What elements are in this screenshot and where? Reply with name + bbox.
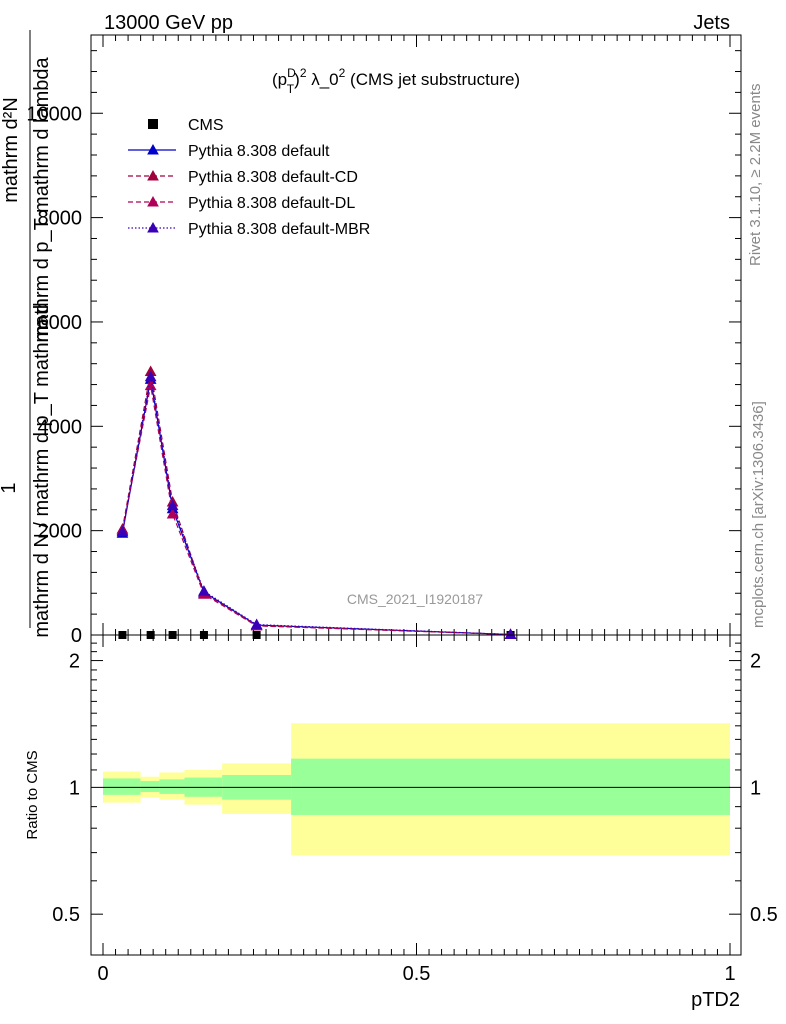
legend-entry-label: Pythia 8.308 default-CD (188, 169, 358, 186)
ratio-ytick-label: 2 (69, 651, 80, 673)
main-ytick-label: 6000 (38, 312, 83, 334)
ylabel-denominator: mathrm d N / mathrm d p_T mathrm d (31, 302, 53, 637)
chart-title: (pD T)2 λ_02 (CMS jet substructure) (272, 66, 520, 96)
legend: CMS Pythia 8.308 default Pythia 8.308 defa… (128, 117, 370, 238)
analysis-watermark: CMS_2021_I1920187 (347, 591, 483, 607)
ratio-ytick-label: 0.5 (52, 904, 80, 926)
ylabel-right-denominator: mathrm d p_T mathrm d lambda (31, 56, 53, 342)
main-y-axis: 0 2000 4000 6000 8000 10000 (26, 50, 741, 647)
legend-entry-label: Pythia 8.308 default-MBR (188, 221, 370, 238)
mc-series-point (504, 628, 517, 639)
ratio-bands (103, 723, 730, 856)
ratio-ytick-label-right: 0.5 (750, 904, 778, 926)
main-ylabel: 1 mathrm d N / mathrm d p_T mathrm d mat… (0, 30, 53, 638)
xtick-label: 0 (97, 963, 108, 985)
ylabel-numerator: 1 (0, 482, 20, 493)
ratio-band-inner (103, 778, 141, 795)
mc-series-point (166, 499, 179, 511)
ratio-y-axis: 0.5 0.5 1 1 2 2 (52, 642, 778, 926)
legend-entry-label: Pythia 8.308 default (188, 143, 330, 160)
mc-series-point (250, 618, 263, 630)
ratio-band-inner (159, 779, 185, 794)
main-ytick-label: 8000 (38, 208, 83, 230)
ratio-ylabel: Ratio to CMS (24, 750, 41, 839)
ylabel-right-numerator: mathrm d²N (0, 97, 22, 203)
xaxis-label: pTD2 (691, 989, 740, 1011)
xtick-label: 1 (724, 963, 735, 985)
ratio-ytick-label-right: 2 (750, 651, 761, 673)
main-series-group (116, 365, 517, 639)
rivet-label: Rivet 3.1.10, ≥ 2.2M events (747, 84, 764, 267)
legend-marker-square (148, 119, 158, 129)
xtick-label: 0.5 (403, 963, 431, 985)
legend-marker-triangle (147, 221, 159, 233)
mc-series-point (116, 525, 129, 537)
ratio-x-axis: 0 0.5 1 (97, 635, 736, 985)
ratio-band-inner (291, 758, 730, 815)
legend-marker-triangle (147, 143, 159, 155)
legend-entry-label: Pythia 8.308 default-DL (188, 195, 355, 212)
mc-series-point (144, 370, 157, 382)
mc-series-line (121, 376, 511, 636)
main-ytick-label: 4000 (38, 416, 83, 438)
mc-series-point (144, 379, 157, 391)
ratio-ytick-label: 1 (69, 777, 80, 799)
ratio-band-inner (140, 781, 160, 793)
header-energy-label: 13000 GeV pp (104, 12, 233, 34)
main-ytick-label: 0 (71, 625, 82, 647)
header-jets-label: Jets (693, 12, 730, 34)
legend-marker-triangle (147, 195, 159, 207)
ratio-ytick-label-right: 1 (750, 777, 761, 799)
legend-marker-triangle (147, 169, 159, 181)
mc-series-point (166, 507, 179, 519)
main-ytick-label: 10000 (26, 103, 82, 125)
main-x-axis (102, 35, 731, 635)
legend-entry-label: CMS (188, 117, 224, 134)
mc-series-line (121, 385, 511, 636)
mc-series-point (198, 585, 210, 596)
mcplots-label: mcplots.cern.ch [arXiv:1306.3436] (750, 401, 767, 628)
main-ytick-label: 2000 (38, 521, 83, 543)
